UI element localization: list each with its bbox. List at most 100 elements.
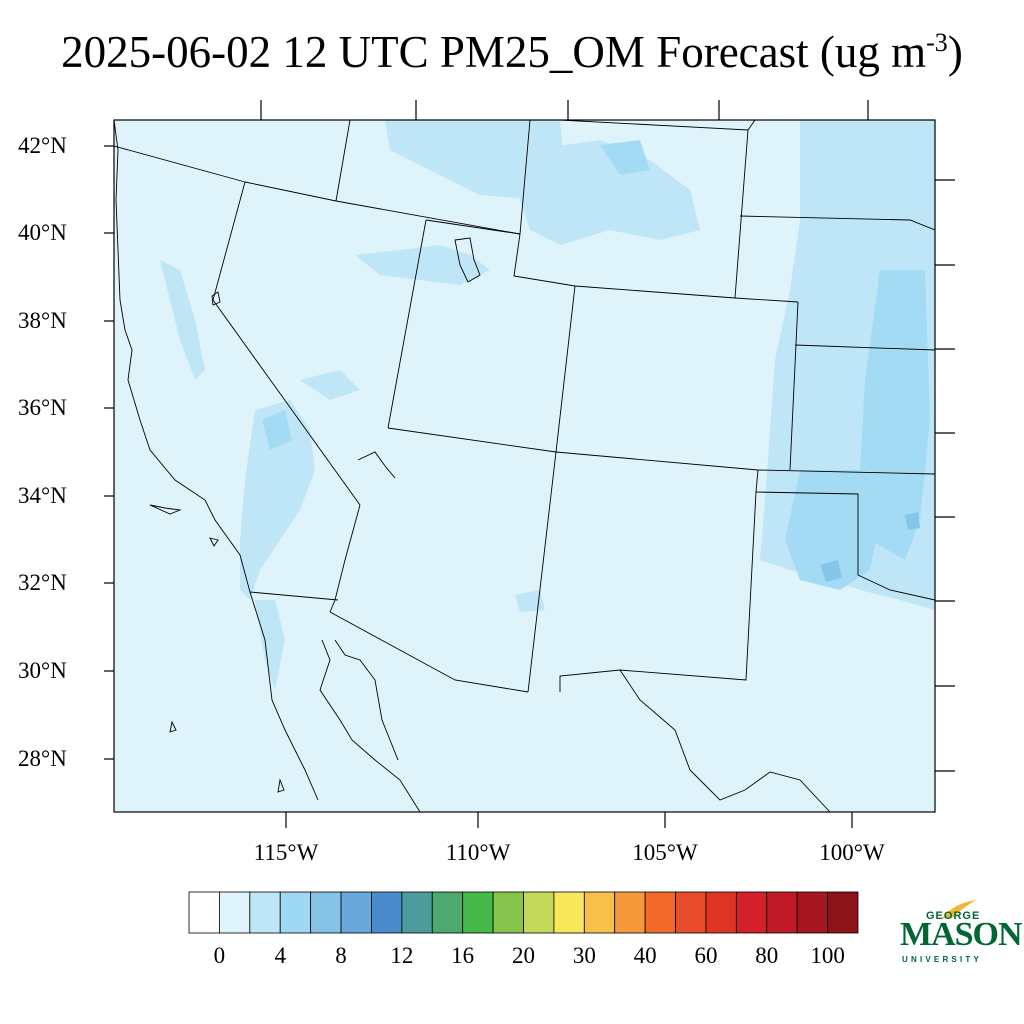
field-california bbox=[240, 400, 315, 600]
colorbar-swatch bbox=[766, 891, 798, 934]
logo-line-3: UNIVERSITY bbox=[902, 955, 983, 964]
colorbar-swatch bbox=[371, 891, 403, 934]
field-baja bbox=[255, 600, 285, 690]
colorbar-label: 12 bbox=[390, 943, 414, 968]
island bbox=[169, 720, 177, 733]
title-text: 2025-06-02 12 UTC PM25_OM Forecast (ug m bbox=[61, 27, 927, 77]
colorbar-swatch bbox=[462, 891, 494, 934]
lon-label: 105°W bbox=[632, 840, 698, 865]
lon-label: 110°W bbox=[445, 840, 511, 865]
great-salt-lake bbox=[454, 237, 481, 283]
lat-label: 42°N bbox=[18, 133, 67, 158]
lat-label: 34°N bbox=[18, 483, 67, 508]
colorbar-label: 100 bbox=[810, 943, 845, 968]
border-az-ca bbox=[329, 504, 361, 613]
lat-label: 36°N bbox=[18, 395, 67, 420]
border-id-wy bbox=[335, 120, 351, 202]
border-wy-co-ne bbox=[574, 285, 799, 303]
border-ca-or bbox=[114, 145, 246, 183]
colorbar-swatch bbox=[188, 891, 220, 934]
colorbar-swatch bbox=[279, 891, 312, 934]
colorbar-swatch bbox=[614, 891, 646, 934]
colorado-river bbox=[357, 451, 396, 479]
colorbar-label: 60 bbox=[694, 943, 718, 968]
coastline-gulf bbox=[319, 639, 421, 812]
pm25-field bbox=[160, 120, 935, 690]
colorbar-swatch bbox=[431, 891, 464, 934]
lake-tahoe bbox=[211, 291, 221, 306]
colorbar-swatch bbox=[523, 891, 555, 934]
lat-label: 28°N bbox=[18, 746, 67, 771]
border-ut-co bbox=[555, 285, 576, 453]
colorbar-swatch bbox=[492, 891, 524, 934]
map-frame bbox=[113, 119, 936, 813]
title-superscript: -3 bbox=[926, 28, 948, 57]
coastline-baja-inner bbox=[334, 639, 399, 761]
field-plains-core bbox=[860, 270, 930, 560]
border-ks-ne bbox=[794, 344, 935, 351]
colorbar-swatch bbox=[553, 891, 585, 934]
field-utah bbox=[355, 245, 490, 285]
colorbar-swatch bbox=[340, 891, 372, 934]
border-wy-sd bbox=[734, 129, 749, 299]
lat-label: 32°N bbox=[18, 570, 67, 595]
border-az-mx bbox=[329, 611, 529, 693]
logo-line-2: MASON bbox=[900, 916, 1023, 953]
channel-island bbox=[149, 504, 182, 515]
colorbar bbox=[188, 891, 859, 934]
field-plains-spot bbox=[820, 560, 842, 582]
colorbar-swatch bbox=[796, 891, 828, 934]
border-tx-mx bbox=[619, 669, 831, 812]
boundaries bbox=[114, 120, 935, 812]
field-plains-east bbox=[785, 470, 880, 590]
border-az-nm bbox=[527, 451, 557, 693]
colorbar-label: 20 bbox=[512, 943, 535, 968]
border-ut-wy bbox=[425, 219, 576, 287]
border-sd-ne bbox=[739, 215, 935, 231]
field-wyoming bbox=[520, 140, 700, 245]
border-nv-ut bbox=[387, 219, 427, 429]
colorbar-label: 16 bbox=[451, 943, 475, 968]
colorbar-label: 8 bbox=[335, 943, 347, 968]
lon-label: 115°W bbox=[253, 840, 319, 865]
lat-label: 38°N bbox=[18, 308, 67, 333]
lon-label: 100°W bbox=[819, 840, 885, 865]
colorbar-swatch bbox=[219, 891, 251, 934]
lat-label: 30°N bbox=[18, 658, 67, 683]
coastline bbox=[114, 120, 319, 801]
map-ticks bbox=[104, 100, 955, 828]
map-title: 2025-06-02 12 UTC PM25_OM Forecast (ug m… bbox=[0, 22, 1024, 82]
colorbar-swatch bbox=[644, 891, 676, 934]
colorbar-swatch bbox=[705, 891, 737, 934]
colorbar-label: 0 bbox=[213, 943, 226, 968]
field-sierra bbox=[160, 260, 205, 380]
gmu-logo: GEORGE MASON UNIVERSITY bbox=[896, 898, 1023, 968]
colorbar-swatch bbox=[827, 891, 859, 934]
colorbar-label: 80 bbox=[755, 943, 779, 968]
lat-label: 40°N bbox=[18, 220, 67, 245]
colorbar-swatch bbox=[583, 891, 616, 934]
island bbox=[277, 778, 285, 793]
island bbox=[209, 537, 219, 547]
field-wyoming-spot bbox=[600, 140, 650, 175]
field-california-spot bbox=[262, 410, 292, 450]
field-north bbox=[385, 120, 565, 200]
logo-line-1: GEORGE bbox=[926, 910, 981, 922]
colorbar-swatch bbox=[310, 891, 342, 934]
flame-icon bbox=[942, 900, 976, 918]
colorbar-swatch bbox=[675, 891, 707, 934]
colorbar-swatch bbox=[249, 891, 281, 934]
border-nm-ok-tx bbox=[755, 469, 935, 601]
colorbar-label: 4 bbox=[274, 943, 286, 968]
border-az-ut bbox=[387, 427, 557, 453]
border-wy-mt bbox=[519, 120, 531, 235]
field-nevada bbox=[300, 370, 360, 400]
border-ca-mx bbox=[249, 591, 339, 601]
field-plains-spot bbox=[905, 512, 920, 530]
title-close: ) bbox=[947, 27, 963, 77]
colorbar-swatch bbox=[735, 891, 768, 934]
colorbar-label: 40 bbox=[633, 943, 657, 968]
colorbar-swatch bbox=[401, 891, 433, 934]
border-mt-sd bbox=[559, 120, 756, 131]
